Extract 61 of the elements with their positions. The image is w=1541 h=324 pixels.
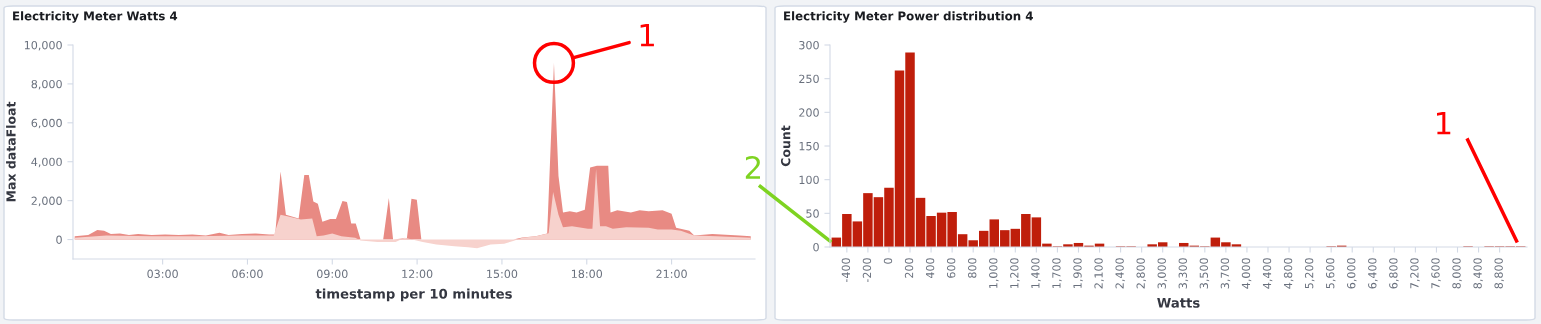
x-tick-label: 6,800 — [1389, 258, 1399, 289]
x-tick-label: 4,400 — [1262, 258, 1273, 289]
x-tick-label: 2,400 — [1115, 258, 1125, 289]
x-tick-label: 3,500 — [1199, 258, 1210, 289]
x-tick-label: 4,800 — [1283, 258, 1294, 289]
y-tick-label: 0 — [813, 242, 819, 252]
x-tick-label: 18:00 — [571, 269, 603, 279]
x-tick-label: 3,700 — [1220, 258, 1231, 289]
x-tick-label: 12:00 — [402, 269, 433, 279]
x-tick-label: 3,000 — [1157, 258, 1168, 289]
x-tick-label: 4,000 — [1241, 258, 1252, 289]
x-tick-label: 2,100 — [1094, 258, 1104, 289]
y-tick-label: 300 — [799, 40, 819, 50]
x-tick-label: 5,600 — [1325, 258, 1336, 289]
x-tick-label: 3,300 — [1178, 258, 1189, 289]
x-tick-label: 1,000 — [989, 258, 999, 289]
x-tick-label: 1,200 — [1010, 258, 1020, 289]
x-tick-label: -200 — [862, 258, 872, 283]
x-tick-label: 21:00 — [656, 269, 687, 279]
x-tick-label: 15:00 — [487, 269, 518, 279]
x-tick-label: 8,400 — [1473, 258, 1483, 289]
chart-title: Electricity Meter Watts 4 — [13, 11, 178, 23]
chart-title: Electricity Meter Power distribution 4 — [784, 11, 1033, 23]
x-tick-label: 03:00 — [147, 269, 178, 279]
annotation: 1 — [1437, 111, 1451, 135]
x-tick-label: 600 — [946, 258, 956, 278]
x-tick-label: 400 — [925, 258, 935, 279]
annotation: 1 — [640, 23, 654, 47]
y-tick-label: 50 — [806, 209, 819, 218]
y-tick-label: 6,000 — [31, 118, 62, 129]
y-axis-title: Count — [780, 125, 791, 167]
x-tick-label: 6,400 — [1368, 258, 1378, 289]
x-tick-label: 1,900 — [1073, 258, 1083, 289]
x-tick-label: 200 — [904, 258, 914, 278]
x-tick-label: 7,200 — [1410, 258, 1420, 289]
x-tick-label: 6,000 — [1347, 258, 1357, 289]
y-tick-label: 4,000 — [31, 157, 62, 168]
x-tick-label: -400 — [841, 258, 851, 283]
x-tick-label: 06:00 — [232, 269, 263, 279]
y-tick-label: 10,000 — [24, 40, 62, 51]
x-tick-label: 09:00 — [317, 269, 348, 279]
y-tick-label: 0 — [56, 235, 62, 244]
y-tick-label: 200 — [799, 108, 819, 117]
y-tick-label: 2,000 — [31, 196, 62, 207]
x-tick-label: 0 — [883, 258, 893, 264]
y-tick-label: 150 — [799, 141, 819, 151]
x-tick-label: 800 — [968, 258, 977, 278]
y-axis-title: Max dataFloat — [6, 101, 16, 202]
x-tick-label: 8,000 — [1452, 258, 1462, 289]
annotation: 2 — [745, 155, 760, 179]
x-tick-label: 1,700 — [1052, 258, 1062, 289]
x-tick-label: 2,800 — [1136, 258, 1147, 289]
y-tick-label: 100 — [799, 175, 819, 185]
y-tick-label: 8,000 — [31, 79, 62, 90]
x-tick-label: 8,800 — [1494, 258, 1504, 289]
x-axis-title: timestamp per 10 minutes — [315, 288, 512, 302]
x-tick-label: 7,600 — [1431, 258, 1441, 289]
x-tick-label: 1,400 — [1031, 258, 1041, 289]
y-tick-label: 250 — [799, 74, 819, 84]
x-tick-label: 5,200 — [1304, 258, 1315, 289]
x-axis-title: Watts — [1157, 297, 1200, 308]
